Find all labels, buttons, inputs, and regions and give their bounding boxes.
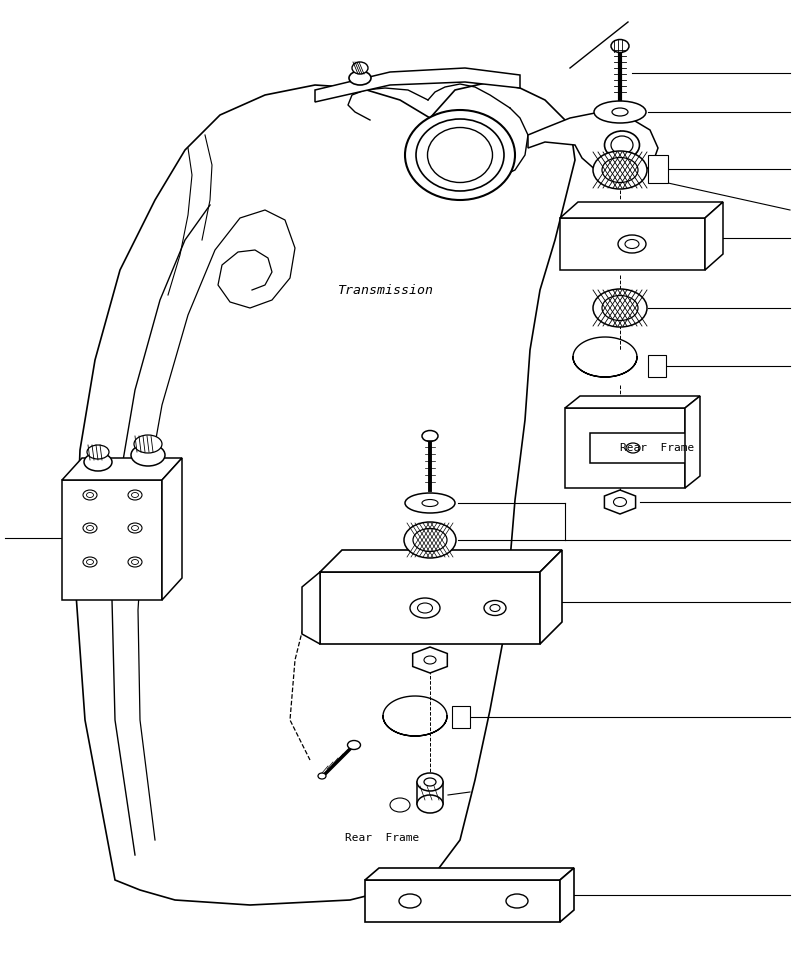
Polygon shape bbox=[565, 408, 685, 488]
Ellipse shape bbox=[87, 445, 109, 459]
Polygon shape bbox=[413, 647, 447, 673]
Polygon shape bbox=[75, 82, 575, 905]
Ellipse shape bbox=[347, 741, 360, 749]
Polygon shape bbox=[560, 218, 705, 270]
Polygon shape bbox=[560, 868, 574, 922]
Polygon shape bbox=[320, 550, 562, 572]
Ellipse shape bbox=[132, 560, 139, 565]
Ellipse shape bbox=[84, 453, 112, 471]
Ellipse shape bbox=[132, 525, 139, 530]
Ellipse shape bbox=[410, 598, 440, 618]
Text: Rear  Frame: Rear Frame bbox=[345, 833, 419, 843]
Ellipse shape bbox=[490, 605, 500, 612]
Ellipse shape bbox=[128, 557, 142, 567]
Ellipse shape bbox=[625, 239, 639, 249]
Text: Rear  Frame: Rear Frame bbox=[620, 443, 694, 453]
Polygon shape bbox=[302, 572, 320, 644]
Polygon shape bbox=[540, 550, 562, 644]
Ellipse shape bbox=[612, 108, 628, 116]
Ellipse shape bbox=[83, 557, 97, 567]
Bar bbox=[452, 706, 470, 728]
Ellipse shape bbox=[422, 500, 438, 506]
Ellipse shape bbox=[134, 435, 162, 453]
Ellipse shape bbox=[352, 62, 368, 74]
Ellipse shape bbox=[131, 444, 165, 466]
Ellipse shape bbox=[405, 493, 455, 513]
Polygon shape bbox=[315, 68, 520, 102]
Ellipse shape bbox=[418, 603, 433, 613]
Polygon shape bbox=[604, 490, 635, 514]
Polygon shape bbox=[365, 880, 560, 922]
Ellipse shape bbox=[618, 235, 646, 253]
Ellipse shape bbox=[604, 131, 639, 159]
Ellipse shape bbox=[602, 296, 638, 321]
Polygon shape bbox=[685, 396, 700, 488]
Ellipse shape bbox=[427, 127, 493, 183]
Ellipse shape bbox=[424, 656, 436, 664]
Ellipse shape bbox=[318, 773, 326, 779]
Ellipse shape bbox=[416, 119, 504, 191]
Polygon shape bbox=[528, 112, 658, 178]
Ellipse shape bbox=[506, 894, 528, 908]
Ellipse shape bbox=[424, 778, 436, 786]
Ellipse shape bbox=[128, 523, 142, 533]
Ellipse shape bbox=[87, 560, 93, 565]
Text: Transmission: Transmission bbox=[338, 283, 434, 297]
Bar bbox=[648, 155, 668, 183]
Ellipse shape bbox=[593, 289, 647, 327]
Ellipse shape bbox=[593, 151, 647, 189]
Ellipse shape bbox=[83, 523, 97, 533]
Ellipse shape bbox=[83, 490, 97, 500]
Polygon shape bbox=[705, 202, 723, 270]
Polygon shape bbox=[162, 458, 182, 600]
Ellipse shape bbox=[417, 795, 443, 813]
Ellipse shape bbox=[404, 522, 456, 558]
Polygon shape bbox=[320, 572, 540, 644]
Ellipse shape bbox=[132, 493, 139, 498]
Ellipse shape bbox=[128, 490, 142, 500]
Polygon shape bbox=[62, 480, 162, 600]
Polygon shape bbox=[565, 396, 700, 408]
Ellipse shape bbox=[399, 894, 421, 908]
Ellipse shape bbox=[484, 600, 506, 615]
Ellipse shape bbox=[417, 773, 443, 791]
Ellipse shape bbox=[87, 493, 93, 498]
Polygon shape bbox=[365, 868, 574, 880]
Ellipse shape bbox=[413, 528, 447, 551]
Ellipse shape bbox=[614, 498, 626, 506]
Ellipse shape bbox=[405, 110, 515, 200]
Ellipse shape bbox=[626, 443, 640, 453]
Ellipse shape bbox=[422, 431, 438, 441]
Ellipse shape bbox=[594, 101, 646, 123]
Polygon shape bbox=[417, 782, 443, 804]
Ellipse shape bbox=[602, 158, 638, 183]
Ellipse shape bbox=[349, 71, 371, 85]
Polygon shape bbox=[560, 202, 723, 218]
Ellipse shape bbox=[611, 136, 633, 154]
Ellipse shape bbox=[611, 39, 629, 53]
Ellipse shape bbox=[87, 525, 93, 530]
Polygon shape bbox=[62, 458, 182, 480]
Bar bbox=[648, 355, 666, 377]
